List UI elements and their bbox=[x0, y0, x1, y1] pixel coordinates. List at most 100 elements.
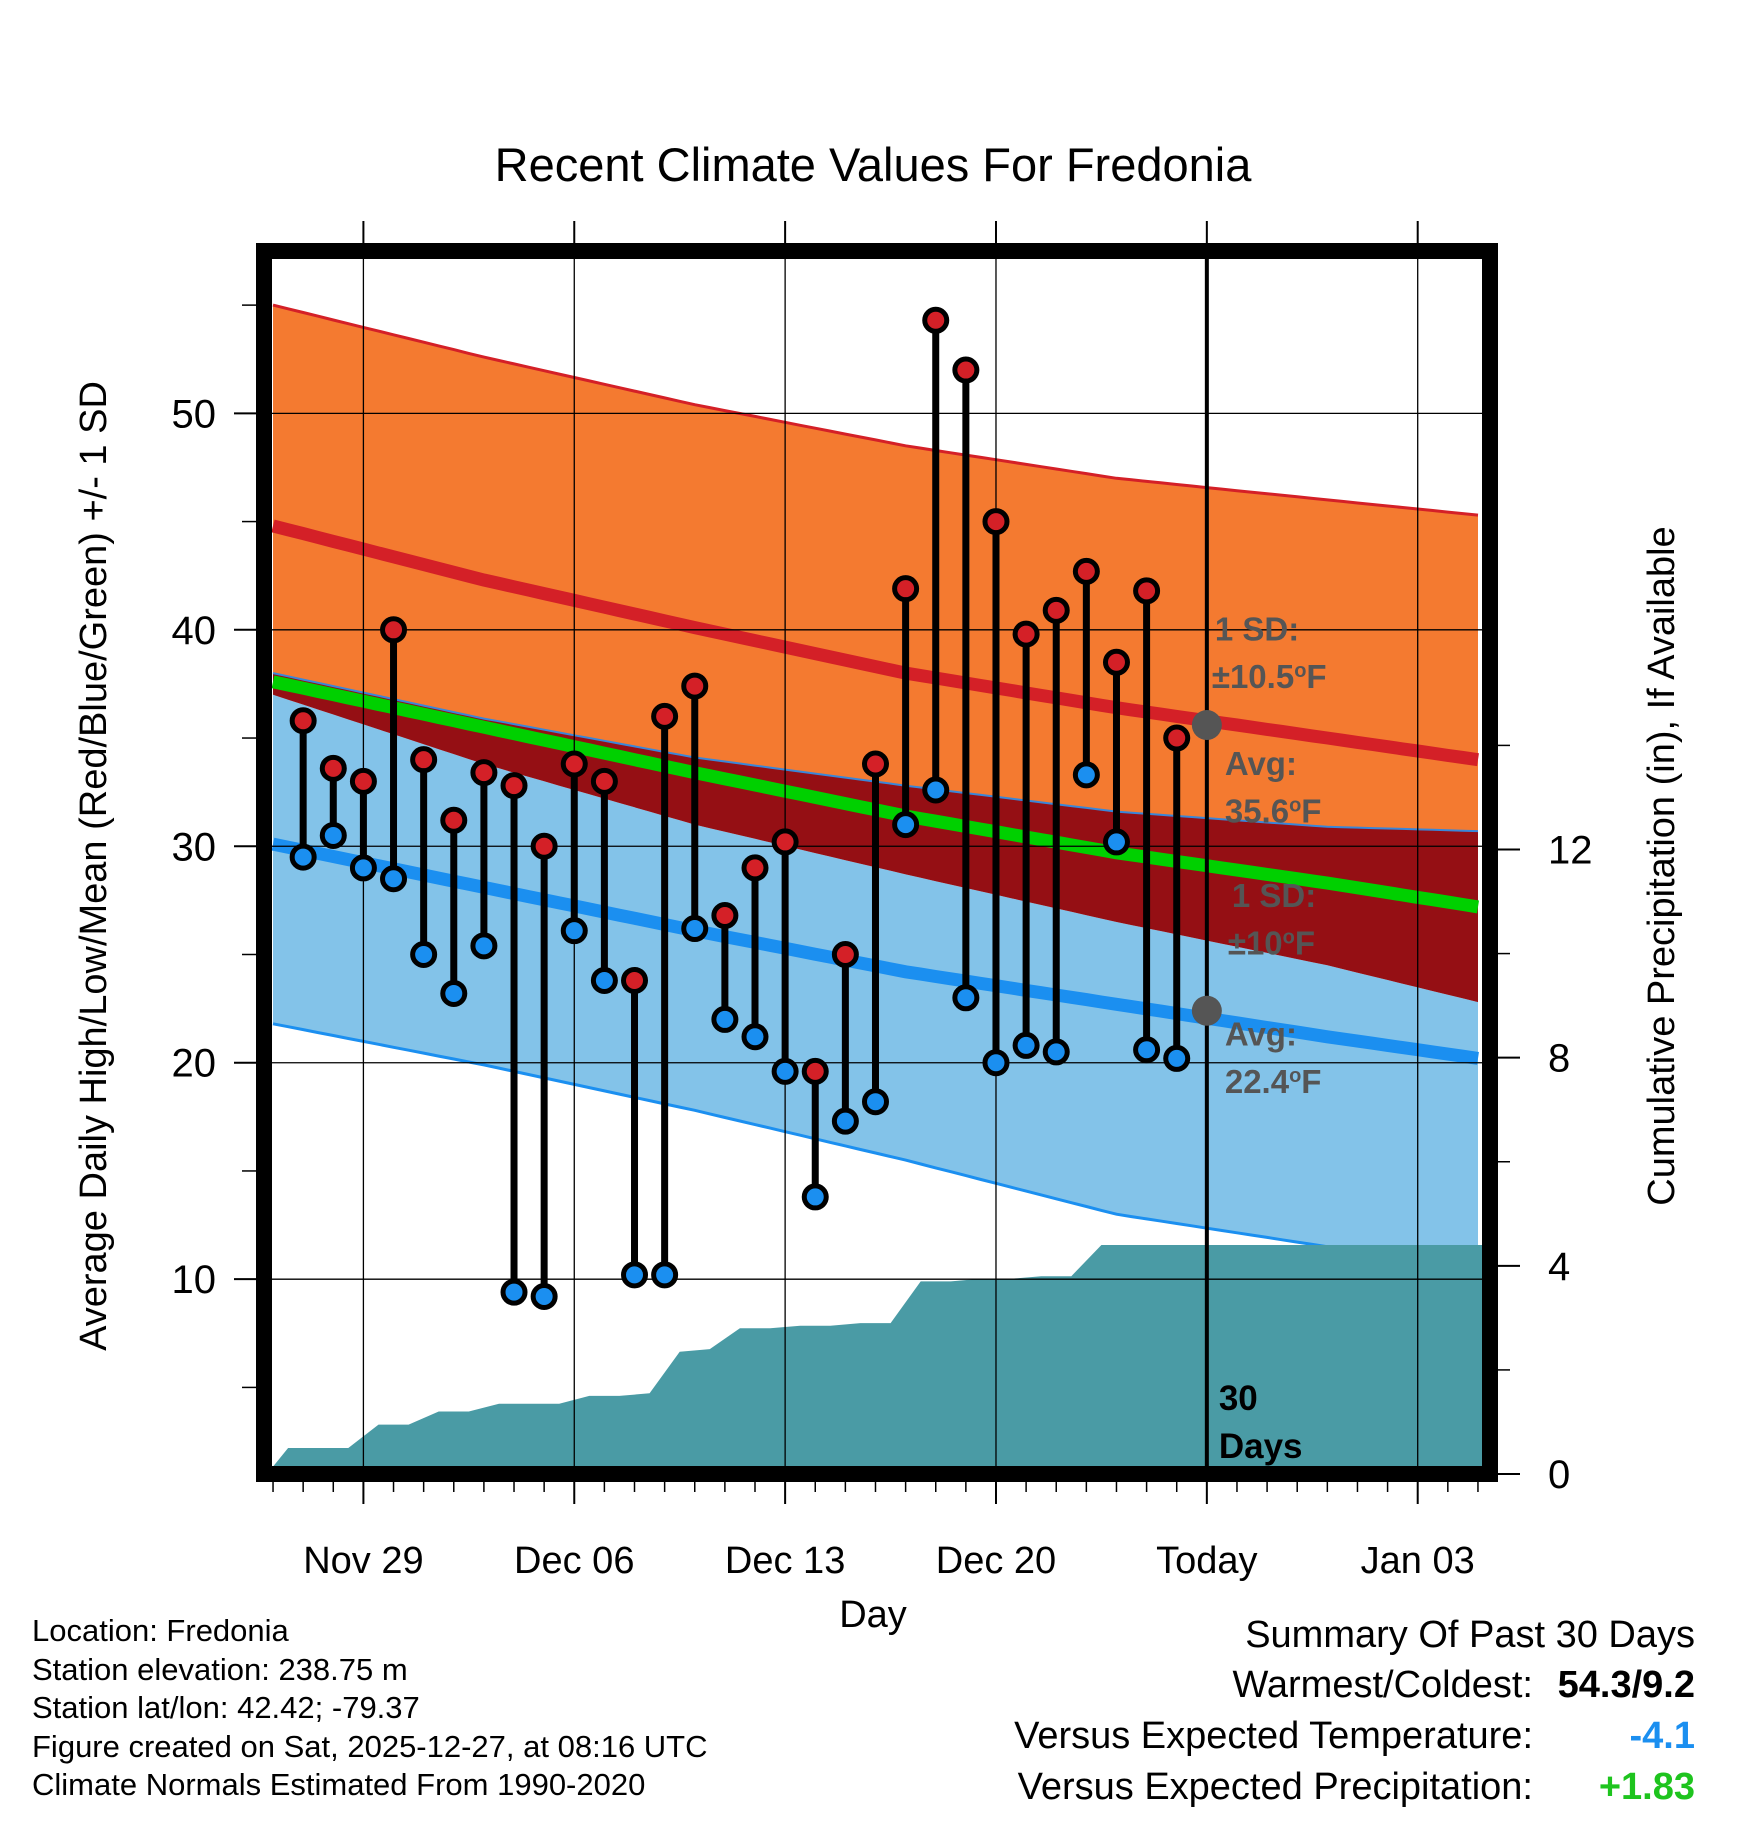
daily-high-marker bbox=[289, 707, 317, 735]
daily-low-marker bbox=[380, 865, 408, 893]
daily-high-marker bbox=[440, 806, 468, 834]
daily-high-marker bbox=[922, 306, 950, 334]
x-tick-label: Dec 06 bbox=[514, 1540, 634, 1582]
daily-high-marker bbox=[1072, 557, 1100, 585]
daily-high-marker bbox=[711, 902, 739, 930]
low-avg-value: 22.4oF bbox=[1225, 1063, 1322, 1100]
daily-high-marker bbox=[831, 940, 859, 968]
daily-low-marker bbox=[831, 1107, 859, 1135]
summary-row-temp: Versus Expected Temperature: -4.1 bbox=[1014, 1711, 1695, 1762]
x-tick-label: Nov 29 bbox=[303, 1540, 423, 1582]
high-avg-label-text: Avg: bbox=[1225, 745, 1297, 782]
y-tick-label-right: 12 bbox=[1548, 828, 1593, 872]
location-text: Location: Fredonia bbox=[32, 1613, 289, 1648]
daily-low-marker bbox=[621, 1261, 649, 1289]
daily-low-marker bbox=[711, 1005, 739, 1033]
daily-high-marker bbox=[681, 672, 709, 700]
high-avg-value-text: 35.6 bbox=[1225, 792, 1289, 829]
low-avg-label-text: Avg: bbox=[1225, 1015, 1297, 1052]
low-avg-label: Avg: bbox=[1225, 1015, 1297, 1052]
y-tick-label-right: 4 bbox=[1548, 1245, 1570, 1289]
high-avg-value: 35.6oF bbox=[1225, 792, 1322, 829]
daily-high-marker bbox=[771, 828, 799, 856]
high-sd-label: 1 SD: bbox=[1215, 611, 1299, 648]
daily-high-marker bbox=[410, 746, 438, 774]
summary-row-precip: Versus Expected Precipitation: +1.83 bbox=[1014, 1762, 1695, 1813]
daily-high-marker bbox=[590, 767, 618, 795]
daily-low-marker bbox=[349, 854, 377, 882]
daily-high-marker bbox=[319, 754, 347, 782]
y-tick-label-left: 20 bbox=[172, 1042, 217, 1086]
daily-low-marker bbox=[651, 1261, 679, 1289]
high-sd-degree: o bbox=[1294, 660, 1306, 682]
daily-high-marker bbox=[952, 356, 980, 384]
daily-low-marker bbox=[952, 984, 980, 1012]
x-tick-label: Dec 20 bbox=[936, 1540, 1056, 1582]
daily-low-marker bbox=[1012, 1031, 1040, 1059]
daily-high-marker bbox=[982, 508, 1010, 536]
daily-high-marker bbox=[861, 750, 889, 778]
y-tick-label-right: 0 bbox=[1548, 1453, 1570, 1497]
daily-high-marker bbox=[349, 767, 377, 795]
period-word-label: Days bbox=[1219, 1427, 1303, 1466]
daily-low-marker bbox=[410, 940, 438, 968]
normals-text: Climate Normals Estimated From 1990-2020 bbox=[32, 1767, 646, 1802]
temp-label: Versus Expected Temperature: bbox=[1014, 1715, 1533, 1757]
plot-frame bbox=[256, 243, 1498, 1482]
today-low-avg-dot bbox=[1191, 995, 1222, 1026]
daily-high-marker bbox=[560, 750, 588, 778]
daily-high-marker bbox=[530, 832, 558, 860]
daily-high-marker bbox=[1042, 596, 1070, 624]
daily-low-marker bbox=[1102, 828, 1130, 856]
low-sd-degree: o bbox=[1283, 926, 1295, 948]
low-sd-label: 1 SD: bbox=[1232, 877, 1316, 914]
daily-low-marker bbox=[289, 843, 317, 871]
daily-low-marker bbox=[440, 979, 468, 1007]
daily-low-marker bbox=[1042, 1038, 1070, 1066]
low-avg-value-text: 22.4 bbox=[1225, 1063, 1290, 1100]
daily-low-marker bbox=[470, 932, 498, 960]
y-tick-label-right: 8 bbox=[1548, 1037, 1570, 1081]
daily-low-marker bbox=[741, 1023, 769, 1051]
precip-label: Versus Expected Precipitation: bbox=[1017, 1766, 1533, 1808]
low-sd-value-text: ±10 bbox=[1228, 924, 1283, 961]
x-tick-label: Dec 13 bbox=[725, 1540, 845, 1582]
x-axis-label: Day bbox=[839, 1594, 907, 1636]
warmest-value: 54.3/9.2 bbox=[1557, 1664, 1695, 1706]
low-sd-label-text: 1 SD: bbox=[1232, 877, 1316, 914]
daily-high-marker bbox=[651, 702, 679, 730]
y-tick-label-left: 30 bbox=[172, 825, 217, 869]
x-tick-label: Jan 03 bbox=[1361, 1540, 1475, 1582]
high-avg-label: Avg: bbox=[1225, 745, 1297, 782]
daily-high-marker bbox=[1163, 724, 1191, 752]
daily-high-marker bbox=[621, 966, 649, 994]
high-avg-degree: o bbox=[1289, 794, 1301, 816]
daily-low-marker bbox=[1163, 1044, 1191, 1072]
high-avg-unit: F bbox=[1301, 792, 1321, 829]
daily-low-marker bbox=[982, 1049, 1010, 1077]
daily-low-marker bbox=[892, 811, 920, 839]
daily-low-marker bbox=[530, 1283, 558, 1311]
high-sd-value-text: ±10.5 bbox=[1212, 658, 1294, 695]
station-info: Location: Fredonia Station elevation: 23… bbox=[32, 1612, 708, 1805]
y-tick-label-left: 40 bbox=[172, 609, 217, 653]
daily-high-marker bbox=[1133, 577, 1161, 605]
daily-high-marker bbox=[380, 616, 408, 644]
daily-high-marker bbox=[470, 759, 498, 787]
y-tick-label-left: 50 bbox=[172, 392, 217, 436]
daily-high-marker bbox=[741, 854, 769, 882]
high-sd-value: ±10.5oF bbox=[1212, 658, 1327, 695]
daily-low-marker bbox=[590, 966, 618, 994]
daily-high-marker bbox=[1102, 648, 1130, 676]
temp-value: -4.1 bbox=[1629, 1715, 1695, 1757]
high-sd-unit: F bbox=[1306, 658, 1326, 695]
daily-low-marker bbox=[500, 1278, 528, 1306]
precip-value: +1.83 bbox=[1598, 1766, 1695, 1808]
high-sd-label-text: 1 SD: bbox=[1215, 611, 1299, 648]
daily-low-marker bbox=[922, 776, 950, 804]
y-axis-label-left: Average Daily High/Low/Mean (Red/Blue/Gr… bbox=[73, 381, 115, 1351]
daily-high-marker bbox=[801, 1057, 829, 1085]
y-axis-label-right: Cumulative Precipitation (in), If Availa… bbox=[1641, 526, 1683, 1205]
daily-low-marker bbox=[861, 1088, 889, 1116]
